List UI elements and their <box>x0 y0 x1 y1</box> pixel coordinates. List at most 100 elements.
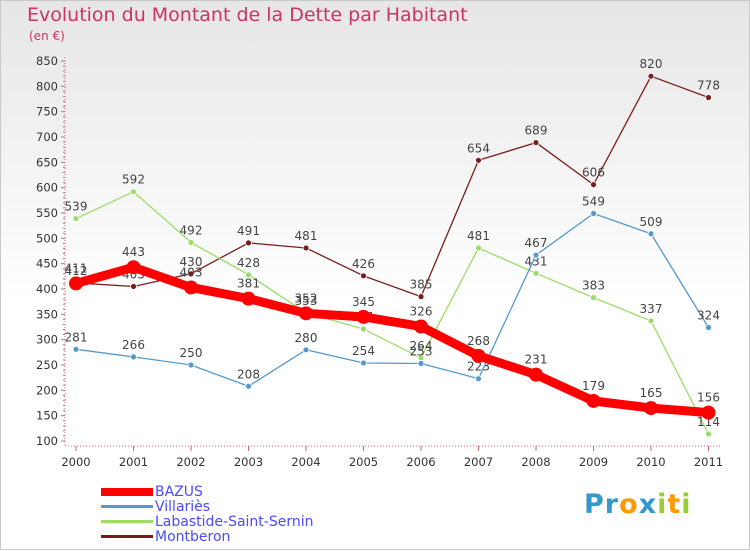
chart-title: Evolution du Montant de la Dette par Hab… <box>27 4 468 26</box>
data-point <box>532 139 540 146</box>
data-label: 280 <box>295 331 318 345</box>
series-labastide-saint-sernin: 539592492428353321264481431383337114 <box>65 173 720 438</box>
data-point <box>532 269 540 277</box>
y-tick-label: 500 <box>36 231 58 245</box>
data-point <box>590 181 597 189</box>
x-tick-label: 2007 <box>464 455 493 469</box>
data-label: 114 <box>697 415 720 429</box>
data-point <box>187 361 195 369</box>
y-tick-label: 300 <box>36 333 58 347</box>
data-point <box>187 270 195 278</box>
data-point <box>647 317 655 325</box>
x-tick-label: 2009 <box>579 455 608 469</box>
data-label: 592 <box>122 173 145 187</box>
data-label: 179 <box>582 379 605 393</box>
data-point <box>529 367 543 382</box>
data-label: 820 <box>640 57 663 71</box>
y-tick-label: 400 <box>36 282 58 296</box>
data-point <box>130 188 137 196</box>
logo-letter: i <box>657 489 668 520</box>
y-tick-label: 550 <box>36 206 58 220</box>
x-tick-label: 2008 <box>521 455 550 469</box>
data-label: 689 <box>525 124 548 138</box>
data-point <box>130 353 137 361</box>
data-point <box>126 260 141 275</box>
data-point <box>72 345 80 353</box>
data-point <box>245 239 252 247</box>
data-label: 324 <box>697 309 720 323</box>
y-tick-label: 350 <box>36 307 58 321</box>
data-label: 654 <box>467 141 490 155</box>
data-label: 539 <box>65 200 88 214</box>
data-point <box>705 94 712 101</box>
data-point <box>187 238 195 246</box>
data-point <box>245 382 252 390</box>
y-tick-label: 700 <box>36 130 58 144</box>
x-tick-label: 2011 <box>694 455 723 469</box>
data-label: 430 <box>180 255 203 269</box>
data-label: 268 <box>467 334 490 348</box>
legend-swatch <box>101 520 153 523</box>
series-line <box>75 191 710 435</box>
data-point <box>69 276 83 291</box>
data-point <box>360 272 367 280</box>
y-tick-label: 250 <box>36 358 58 372</box>
legend-swatch <box>101 505 153 508</box>
data-label: 337 <box>640 302 663 316</box>
data-point <box>532 251 540 259</box>
x-tick-label: 2004 <box>291 455 320 469</box>
data-point <box>417 360 425 367</box>
data-label: 253 <box>410 344 433 358</box>
y-tick-label: 200 <box>36 383 58 397</box>
legend-label: Labastide-Saint-Sernin <box>155 514 314 530</box>
data-label: 208 <box>237 367 260 381</box>
data-label: 606 <box>582 166 605 180</box>
data-label: 428 <box>237 256 260 270</box>
data-point <box>302 346 310 354</box>
x-tick-label: 2006 <box>406 455 435 469</box>
y-tick-label: 450 <box>36 257 58 271</box>
x-tick-label: 2010 <box>636 455 665 469</box>
y-tick-label: 150 <box>36 409 58 423</box>
data-point <box>586 393 601 408</box>
data-label: 281 <box>65 330 88 344</box>
logo-letter: x <box>638 489 658 520</box>
y-tick-label: 800 <box>36 79 58 93</box>
series-line <box>75 75 710 298</box>
x-tick-label: 2001 <box>119 455 148 469</box>
data-label: 250 <box>180 346 203 360</box>
data-point <box>72 215 80 222</box>
x-tick-label: 2003 <box>234 455 263 469</box>
x-tick-label: 2005 <box>349 455 378 469</box>
logo-letter: i <box>681 489 692 520</box>
data-label: 264 <box>410 339 433 353</box>
data-point <box>705 430 712 438</box>
data-point <box>590 294 597 302</box>
data-label: 412 <box>65 264 88 278</box>
data-label: 491 <box>237 224 260 238</box>
data-label: 467 <box>525 236 548 250</box>
legend-swatch <box>101 535 153 538</box>
y-tick-label: 850 <box>36 54 58 68</box>
series-villari-s: 281 266 250 208 280 254 253 223 467 549 509 324 <box>65 195 720 390</box>
data-point <box>475 375 482 383</box>
series-line <box>75 212 710 387</box>
data-point <box>360 325 367 333</box>
data-label: 266 <box>122 338 145 352</box>
x-tick-label: 2000 <box>61 455 90 469</box>
data-point <box>356 309 371 324</box>
data-point <box>184 280 198 295</box>
data-point <box>245 271 252 279</box>
data-label: 481 <box>295 229 318 243</box>
data-point <box>644 401 658 416</box>
series-bazus: 411 443 403 381 352 345 326 268 231 179 165 156 <box>65 245 720 420</box>
data-point <box>241 291 256 306</box>
data-label: 254 <box>352 344 375 358</box>
data-point <box>417 293 425 301</box>
data-point <box>299 306 313 321</box>
legend-label: Villariès <box>155 499 211 515</box>
